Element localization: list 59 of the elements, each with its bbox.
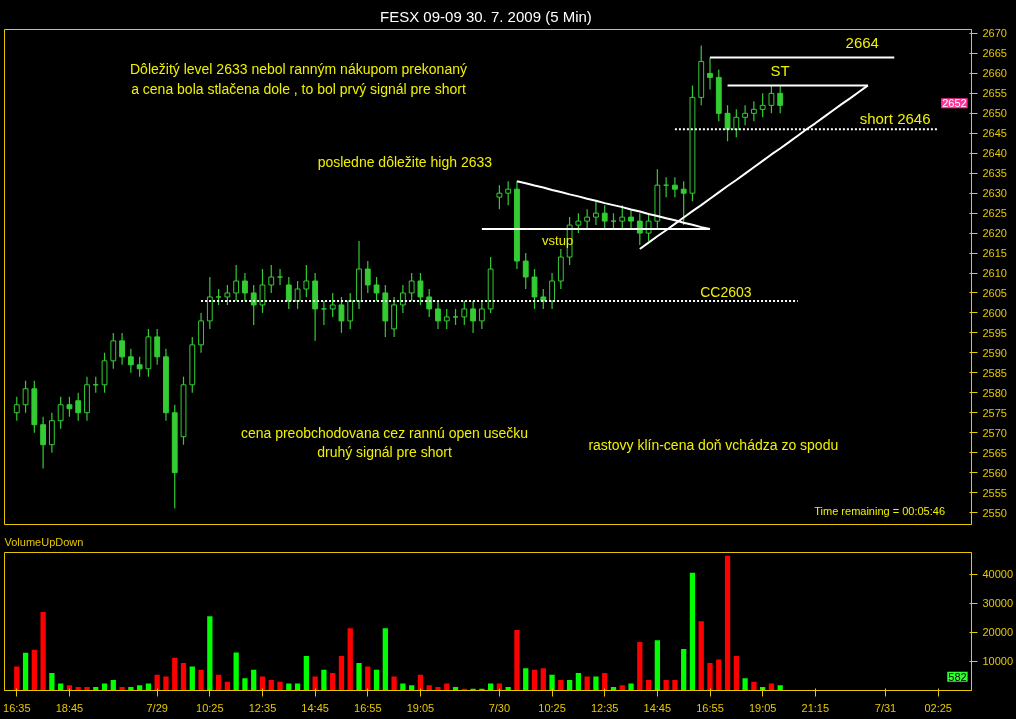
x-tick-label: 16:55 [354,701,382,714]
y-tick-label: 40000 [982,568,1014,581]
y-tick-label: 2615 [982,247,1007,260]
x-tick-label: 16:35 [3,701,31,714]
y-tick-label: 2590 [982,346,1007,359]
x-tick-label: 7/30 [488,701,511,714]
y-tick-label: 20000 [982,626,1014,639]
annotation: 2652 [942,97,967,110]
y-tick-label: 2575 [982,406,1007,419]
y-tick-label: 30000 [982,597,1014,610]
x-tick-label: 14:45 [301,701,329,714]
x-tick-label: 16:55 [696,701,724,714]
annotation: CC2603 [700,283,752,300]
y-tick-label: 2620 [982,227,1007,240]
x-tick-label: 12:35 [590,701,619,714]
y-tick-label: 10000 [982,655,1014,668]
y-tick-label: 2610 [982,267,1007,280]
x-tick-label: 19:05 [748,701,777,714]
y-tick-label: 2555 [982,486,1007,499]
x-tick-label: 19:05 [406,701,435,714]
annotation: rastovy klín-cena doň vchádza zo spodu [588,436,839,453]
annotation: Time remaining = 00:05:46 [814,504,946,517]
y-tick-label: 2595 [982,326,1007,339]
annotation: Dôležitý level 2633 nebol ranným nákupom prekonaný a cena bola stlačena dole , to bol prvý signál pre short [129,61,467,97]
y-tick-label: 2650 [982,107,1007,120]
annotation: short 2646 [859,109,931,127]
y-tick-label: 2550 [982,506,1007,519]
chart-title: VolumeUpDown [4,535,84,548]
x-tick-label: 7/31 [874,701,897,714]
text: 582 [948,670,967,683]
y-tick-label: 2600 [982,306,1007,319]
annotation: cena preobchodovana cez rannú open usečku druhý signál pre short [240,425,529,461]
y-tick-label: 2585 [982,366,1007,379]
y-tick-label: 2605 [982,286,1007,299]
y-tick-label: 2580 [982,386,1007,399]
y-tick-label: 2570 [982,426,1007,439]
x-tick-label: 21:15 [801,701,830,714]
y-tick-label: 2640 [982,147,1007,160]
x-tick-label: 10:25 [196,701,224,714]
annotation: ST [770,61,790,79]
y-tick-label: 2630 [982,187,1007,200]
y-tick-label: 2565 [982,446,1007,459]
y-tick-label: 2625 [982,207,1007,220]
x-tick-label: 7/29 [146,701,168,714]
y-tick-label: 2655 [982,87,1007,100]
y-tick-label: 2560 [982,466,1007,479]
annotation: posledne dôležite high 2633 [317,153,493,170]
x-tick-label: 18:45 [55,701,84,714]
x-tick-label: 12:35 [248,701,277,714]
chart-title: FESX 09-09 30. 7. 2009 (5 Min) [380,7,592,25]
annotation: 2664 [845,34,879,52]
y-tick-label: 2645 [982,127,1007,140]
x-tick-label: 10:25 [538,701,566,714]
x-tick-label: 14:45 [643,701,672,714]
x-tick-label: 02:25 [924,701,952,714]
y-tick-label: 2660 [982,67,1007,80]
y-tick-label: 2635 [982,167,1007,180]
y-tick-label: 2670 [982,27,1007,40]
y-tick-label: 2665 [982,47,1007,60]
